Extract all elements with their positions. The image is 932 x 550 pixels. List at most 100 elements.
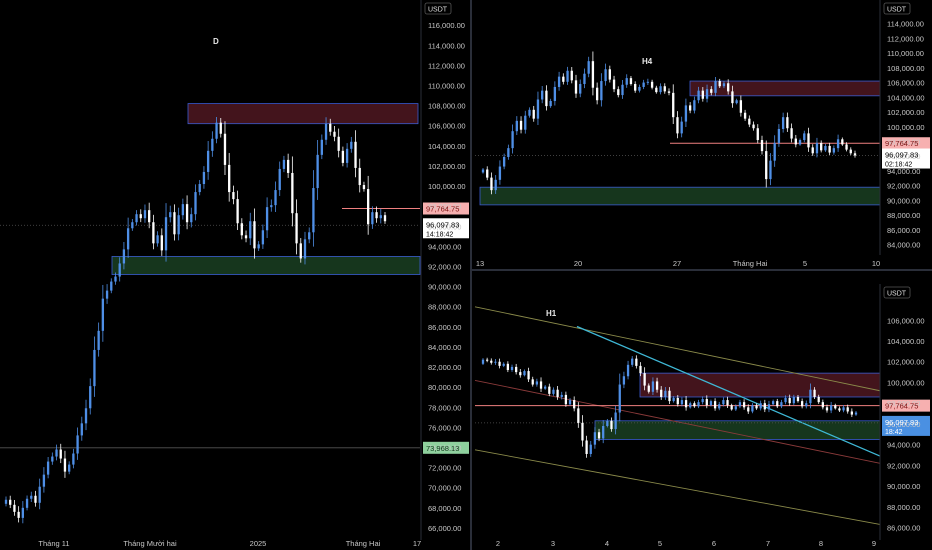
candle-body bbox=[17, 511, 20, 518]
candle-body bbox=[562, 76, 565, 82]
price-axis-tick: 88,000.00 bbox=[428, 303, 461, 312]
candle-body bbox=[494, 361, 497, 363]
candle-body bbox=[574, 80, 578, 94]
price-axis-tick: 92,000.00 bbox=[887, 182, 920, 191]
candle-body bbox=[834, 405, 837, 409]
price-axis-tick: 82,000.00 bbox=[428, 363, 461, 372]
time-axis-tick: Tháng Mười hai bbox=[123, 539, 177, 548]
price-axis-tick: 112,000.00 bbox=[887, 34, 924, 43]
candle-body bbox=[577, 408, 580, 423]
candle-body bbox=[693, 403, 696, 407]
candle-body bbox=[160, 235, 163, 251]
candle-body bbox=[202, 171, 206, 185]
currency-unit-label: USDT bbox=[887, 291, 907, 298]
candle-body bbox=[490, 360, 493, 363]
candle-body bbox=[278, 168, 281, 191]
candle-body bbox=[651, 381, 655, 392]
candle-body bbox=[829, 405, 833, 411]
candle-body bbox=[672, 398, 675, 402]
candle-body bbox=[42, 474, 46, 487]
last-price-text: 96,097.83 bbox=[426, 220, 459, 229]
candle-body bbox=[841, 139, 844, 145]
candle-body bbox=[25, 498, 29, 508]
candle-body bbox=[638, 86, 641, 91]
last-price-box bbox=[882, 148, 930, 169]
candle-body bbox=[680, 400, 684, 405]
candle-body bbox=[63, 458, 67, 472]
candle-body bbox=[379, 215, 382, 219]
candle-body bbox=[299, 243, 302, 259]
candle-body bbox=[93, 349, 96, 387]
candle-body bbox=[771, 401, 775, 405]
candle-body bbox=[794, 138, 797, 145]
price-axis-tick: 108,000.00 bbox=[428, 102, 466, 111]
candle-body bbox=[249, 221, 252, 239]
currency-badge bbox=[424, 2, 452, 15]
candle-body bbox=[604, 69, 607, 82]
candle-body bbox=[519, 120, 523, 130]
candle-body bbox=[89, 386, 92, 409]
candle-body bbox=[169, 212, 172, 218]
candle-body bbox=[742, 402, 746, 408]
candle-body bbox=[781, 117, 785, 129]
candle-body bbox=[177, 215, 180, 235]
candle-body bbox=[780, 402, 783, 407]
candle-body bbox=[55, 449, 58, 457]
candle-body bbox=[676, 117, 679, 134]
last-price-box bbox=[423, 218, 469, 239]
candle-body bbox=[676, 398, 679, 405]
candle-body bbox=[114, 276, 117, 282]
candle-body bbox=[655, 87, 658, 93]
time-axis-tick: 7 bbox=[766, 539, 770, 548]
candle-body bbox=[261, 230, 265, 245]
time-axis-tick: 2 bbox=[496, 539, 500, 548]
candle-body bbox=[211, 138, 214, 151]
candle-countdown-text: 02:18:42 bbox=[885, 162, 912, 169]
candle-body bbox=[832, 148, 836, 153]
candle-body bbox=[198, 184, 201, 193]
candle-body bbox=[375, 212, 378, 219]
candle-body bbox=[635, 358, 638, 366]
candle-body bbox=[842, 407, 845, 411]
candle-body bbox=[608, 69, 611, 80]
candle-body bbox=[557, 76, 561, 87]
candle-body bbox=[30, 495, 33, 499]
candle-body bbox=[215, 122, 218, 139]
candle-body bbox=[820, 142, 823, 151]
candle-body bbox=[506, 363, 510, 371]
price-axis-tick: 68,000.00 bbox=[428, 504, 461, 513]
candle-body bbox=[156, 235, 159, 244]
candle-body bbox=[308, 232, 311, 240]
price-axis-tick: 96,000.00 bbox=[887, 420, 920, 429]
candle-body bbox=[597, 432, 601, 439]
candle-body bbox=[748, 118, 751, 125]
candle-body bbox=[9, 499, 12, 505]
price-axis-tick: 102,000.00 bbox=[428, 162, 466, 171]
candle-body bbox=[383, 215, 387, 222]
candle-body bbox=[568, 400, 572, 405]
candle-body bbox=[219, 122, 222, 134]
candle-body bbox=[333, 131, 336, 137]
time-axis-tick: 9 bbox=[872, 539, 876, 548]
candle-body bbox=[738, 402, 742, 407]
candle-body bbox=[595, 87, 599, 101]
price-axis-tick: 72,000.00 bbox=[428, 464, 461, 473]
candle-body bbox=[629, 78, 633, 85]
candle-body bbox=[807, 133, 810, 148]
candle-body bbox=[194, 192, 197, 215]
candle-body bbox=[523, 371, 526, 376]
candle-body bbox=[206, 150, 210, 172]
candle-body bbox=[660, 389, 663, 397]
candle-body bbox=[498, 166, 502, 180]
candle-body bbox=[811, 147, 814, 154]
candle-body bbox=[618, 384, 621, 413]
price-axis-tick: 106,000.00 bbox=[887, 79, 925, 88]
time-axis-tick: 3 bbox=[551, 539, 555, 548]
candle-body bbox=[663, 86, 666, 92]
timeframe-label: H4 bbox=[642, 57, 653, 66]
price-axis-tick: 78,000.00 bbox=[428, 403, 461, 412]
candle-body bbox=[769, 160, 772, 180]
time-axis-tick: 6 bbox=[712, 539, 716, 548]
candle-body bbox=[626, 364, 630, 377]
